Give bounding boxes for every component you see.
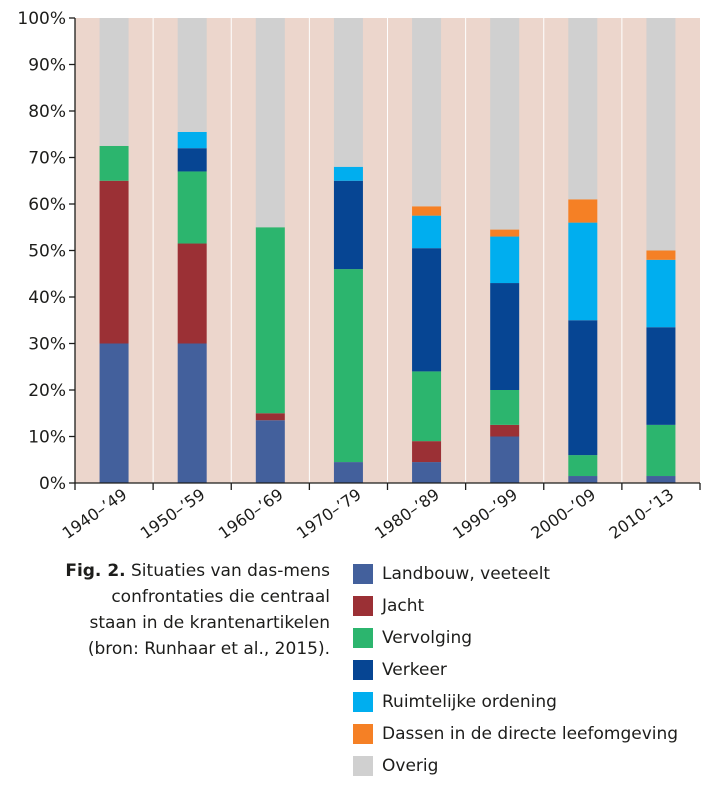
bar-segment-2-2 (177, 243, 207, 344)
bar-segment-2-1 (99, 180, 129, 344)
figure-caption: Fig. 2. Situaties van das-mens confronta… (60, 558, 330, 662)
bar-segment-1-4 (333, 462, 363, 483)
legend-label: Overig (382, 756, 439, 776)
bar-segment-1-5 (412, 462, 442, 483)
bar-segment-7-8 (646, 18, 676, 251)
y-tick-label: 100% (17, 9, 66, 29)
legend-swatch (353, 660, 373, 680)
bar-segment-4-5 (412, 248, 442, 372)
bar-segment-4-7 (568, 320, 598, 456)
bar-segment-3-6 (490, 390, 520, 425)
bar-segment-7-5 (412, 18, 442, 207)
legend-item: Verkeer (353, 654, 721, 686)
y-tick-label: 30% (28, 335, 66, 355)
legend-label: Vervolging (382, 628, 473, 648)
bar-segment-3-2 (177, 171, 207, 244)
legend-swatch (353, 756, 373, 776)
x-tick-label: 1950–’59 (137, 485, 209, 543)
bar-segment-7-6 (490, 18, 520, 230)
bar-segment-1-3 (255, 420, 285, 483)
x-tick-label: 1940–’49 (59, 485, 131, 543)
x-tick-label: 2010–’13 (606, 485, 678, 543)
bar-segment-6-5 (412, 206, 442, 216)
bar-segment-1-1 (99, 343, 129, 483)
bar-segment-6-8 (646, 250, 676, 260)
bar-segment-3-4 (333, 269, 363, 463)
stacked-bar-chart: 0% 10% 20% 30% 40% 50% 60% 70% 80% 90% 100% 1940–’4… (17, 9, 701, 543)
legend-swatch (353, 692, 373, 712)
y-tick-label: 50% (28, 242, 66, 262)
bar-segment-3-1 (99, 145, 129, 181)
bar-segment-4-4 (333, 180, 363, 270)
bar-segment-7-3 (255, 18, 285, 228)
bar-segment-6-6 (490, 229, 520, 237)
legend-label: Ruimtelijke ordening (382, 692, 557, 712)
bar-segment-1-8 (646, 476, 676, 483)
legend-item: Ruimtelijke ordening (353, 686, 721, 718)
y-tick-label: 90% (28, 56, 66, 76)
bar-segment-3-5 (412, 371, 442, 442)
caption-text: Situaties van das-mens confrontaties die… (87, 561, 330, 659)
legend-swatch (353, 628, 373, 648)
bar-segment-5-8 (646, 259, 676, 328)
x-tick-label: 1960–’69 (215, 485, 287, 543)
legend-item: Jacht (353, 590, 721, 622)
y-tick-label: 20% (28, 381, 66, 401)
bar-segment-5-2 (177, 131, 207, 149)
legend-item: Dassen in de directe leefomgeving (353, 718, 721, 750)
legend-item: Landbouw, veeteelt (353, 558, 721, 590)
bar-segment-1-2 (177, 343, 207, 483)
bar-segment-7-4 (333, 18, 363, 167)
bar-segment-2-6 (490, 424, 520, 437)
bar-segment-5-6 (490, 236, 520, 284)
bar-segment-3-7 (568, 455, 598, 477)
bar-segment-5-7 (568, 222, 598, 321)
legend-label: Landbouw, veeteelt (382, 564, 551, 584)
x-tick-label: 1970–’79 (293, 485, 365, 543)
legend-label: Dassen in de directe leefomgeving (382, 724, 679, 744)
y-tick-label: 70% (28, 149, 66, 169)
legend-swatch (353, 724, 373, 744)
caption-label: Fig. 2. (65, 561, 126, 581)
bar-segment-4-8 (646, 327, 676, 425)
x-tick-label: 2000–’09 (527, 485, 599, 543)
bar-segment-3-8 (646, 424, 676, 477)
y-tick-label: 10% (28, 428, 66, 448)
bar-segment-5-4 (333, 166, 363, 181)
legend-item: Vervolging (353, 622, 721, 654)
bar-segment-7-1 (99, 18, 129, 146)
bar-segment-6-7 (568, 199, 598, 223)
bar-segment-7-7 (568, 18, 598, 200)
bar-segment-4-6 (490, 283, 520, 390)
bar-segment-1-6 (490, 436, 520, 483)
legend-label: Jacht (382, 596, 425, 616)
x-tick-label: 1990–’99 (449, 485, 521, 543)
legend-label: Verkeer (382, 660, 447, 680)
chart-legend: Landbouw, veeteelt Jacht Vervolging Verkeer… (353, 558, 721, 782)
bar-segment-3-3 (255, 227, 285, 414)
bar-segment-2-3 (255, 413, 285, 421)
x-tick-label: 1980–’89 (371, 485, 443, 543)
legend-item: Overig (353, 750, 721, 782)
legend-swatch (353, 596, 373, 616)
bar-segment-2-5 (412, 441, 442, 463)
legend-swatch (353, 564, 373, 584)
bar-segment-4-2 (177, 148, 207, 172)
bar-segment-7-2 (177, 18, 207, 132)
y-tick-label: 60% (28, 195, 66, 215)
bar-segment-1-7 (568, 476, 598, 483)
y-tick-label: 0% (39, 474, 66, 494)
y-tick-label: 80% (28, 102, 66, 122)
y-tick-label: 40% (28, 288, 66, 308)
bar-segment-5-5 (412, 215, 442, 249)
